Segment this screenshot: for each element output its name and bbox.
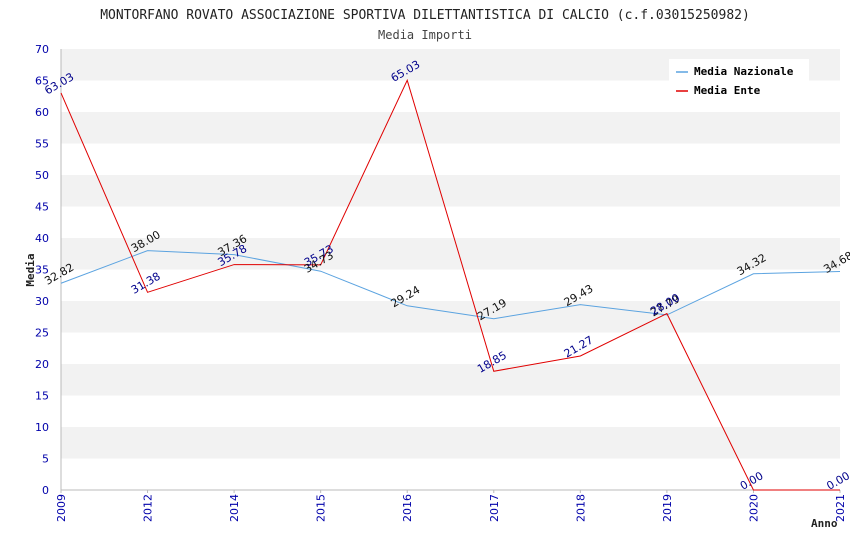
grid-bands bbox=[61, 49, 840, 490]
x-tick-label: 2016 bbox=[401, 494, 414, 522]
legend-label-ente: Media Ente bbox=[694, 84, 761, 97]
series-lines bbox=[60, 78, 841, 491]
y-tick-label: 30 bbox=[35, 295, 49, 308]
x-tick-label: 2012 bbox=[142, 494, 155, 522]
x-axis-ticks: 2009 2012 2014 2015 2016 2017 2018 2019 2020 2021 bbox=[55, 490, 847, 522]
y-tick-label: 55 bbox=[35, 138, 49, 151]
x-tick-label: 2009 bbox=[55, 494, 68, 522]
grid-band bbox=[61, 143, 840, 175]
grid-band bbox=[61, 238, 840, 270]
x-tick-label: 2020 bbox=[747, 494, 760, 522]
chart-subtitle: Media Importi bbox=[378, 28, 472, 42]
y-tick-label: 5 bbox=[42, 453, 49, 466]
x-tick-label: 2015 bbox=[315, 494, 328, 522]
legend-label-nazionale: Media Nazionale bbox=[694, 65, 794, 78]
series-line-nazionale bbox=[60, 250, 841, 320]
legend-box bbox=[669, 59, 809, 101]
grid-band bbox=[61, 395, 840, 427]
y-tick-label: 70 bbox=[35, 43, 49, 56]
axes bbox=[60, 49, 840, 491]
y-tick-label: 40 bbox=[35, 232, 49, 245]
x-tick-label: 2019 bbox=[661, 494, 674, 522]
y-axis-label: Media bbox=[24, 253, 37, 286]
grid-band bbox=[61, 364, 840, 396]
y-tick-label: 60 bbox=[35, 106, 49, 119]
y-axis-ticks: 0 5 10 15 20 25 30 35 40 45 50 55 60 65 70 bbox=[35, 43, 49, 497]
x-axis-label: Anno bbox=[811, 517, 838, 530]
series-line-ente bbox=[60, 78, 840, 491]
x-tick-label: 2018 bbox=[574, 494, 587, 522]
grid-band bbox=[61, 301, 840, 333]
x-tick-label: 2021 bbox=[834, 494, 847, 522]
x-tick-label: 2017 bbox=[488, 494, 501, 522]
grid-band bbox=[61, 269, 840, 301]
grid-band bbox=[61, 175, 840, 207]
grid-band bbox=[61, 112, 840, 144]
y-tick-label: 0 bbox=[42, 484, 49, 497]
grid-band bbox=[61, 458, 840, 490]
grid-band bbox=[61, 206, 840, 238]
legend: Media Nazionale Media Ente bbox=[669, 59, 809, 101]
y-tick-label: 25 bbox=[35, 327, 49, 340]
grid-band bbox=[61, 332, 840, 364]
y-tick-label: 65 bbox=[35, 75, 49, 88]
x-tick-label: 2014 bbox=[228, 494, 241, 522]
grid-band bbox=[61, 427, 840, 459]
y-tick-label: 15 bbox=[35, 390, 49, 403]
y-tick-label: 10 bbox=[35, 421, 49, 434]
y-tick-label: 50 bbox=[35, 169, 49, 182]
y-tick-label: 45 bbox=[35, 201, 49, 214]
y-tick-label: 35 bbox=[35, 264, 49, 277]
chart-title: MONTORFANO ROVATO ASSOCIAZIONE SPORTIVA … bbox=[100, 8, 750, 23]
y-tick-label: 20 bbox=[35, 358, 49, 371]
